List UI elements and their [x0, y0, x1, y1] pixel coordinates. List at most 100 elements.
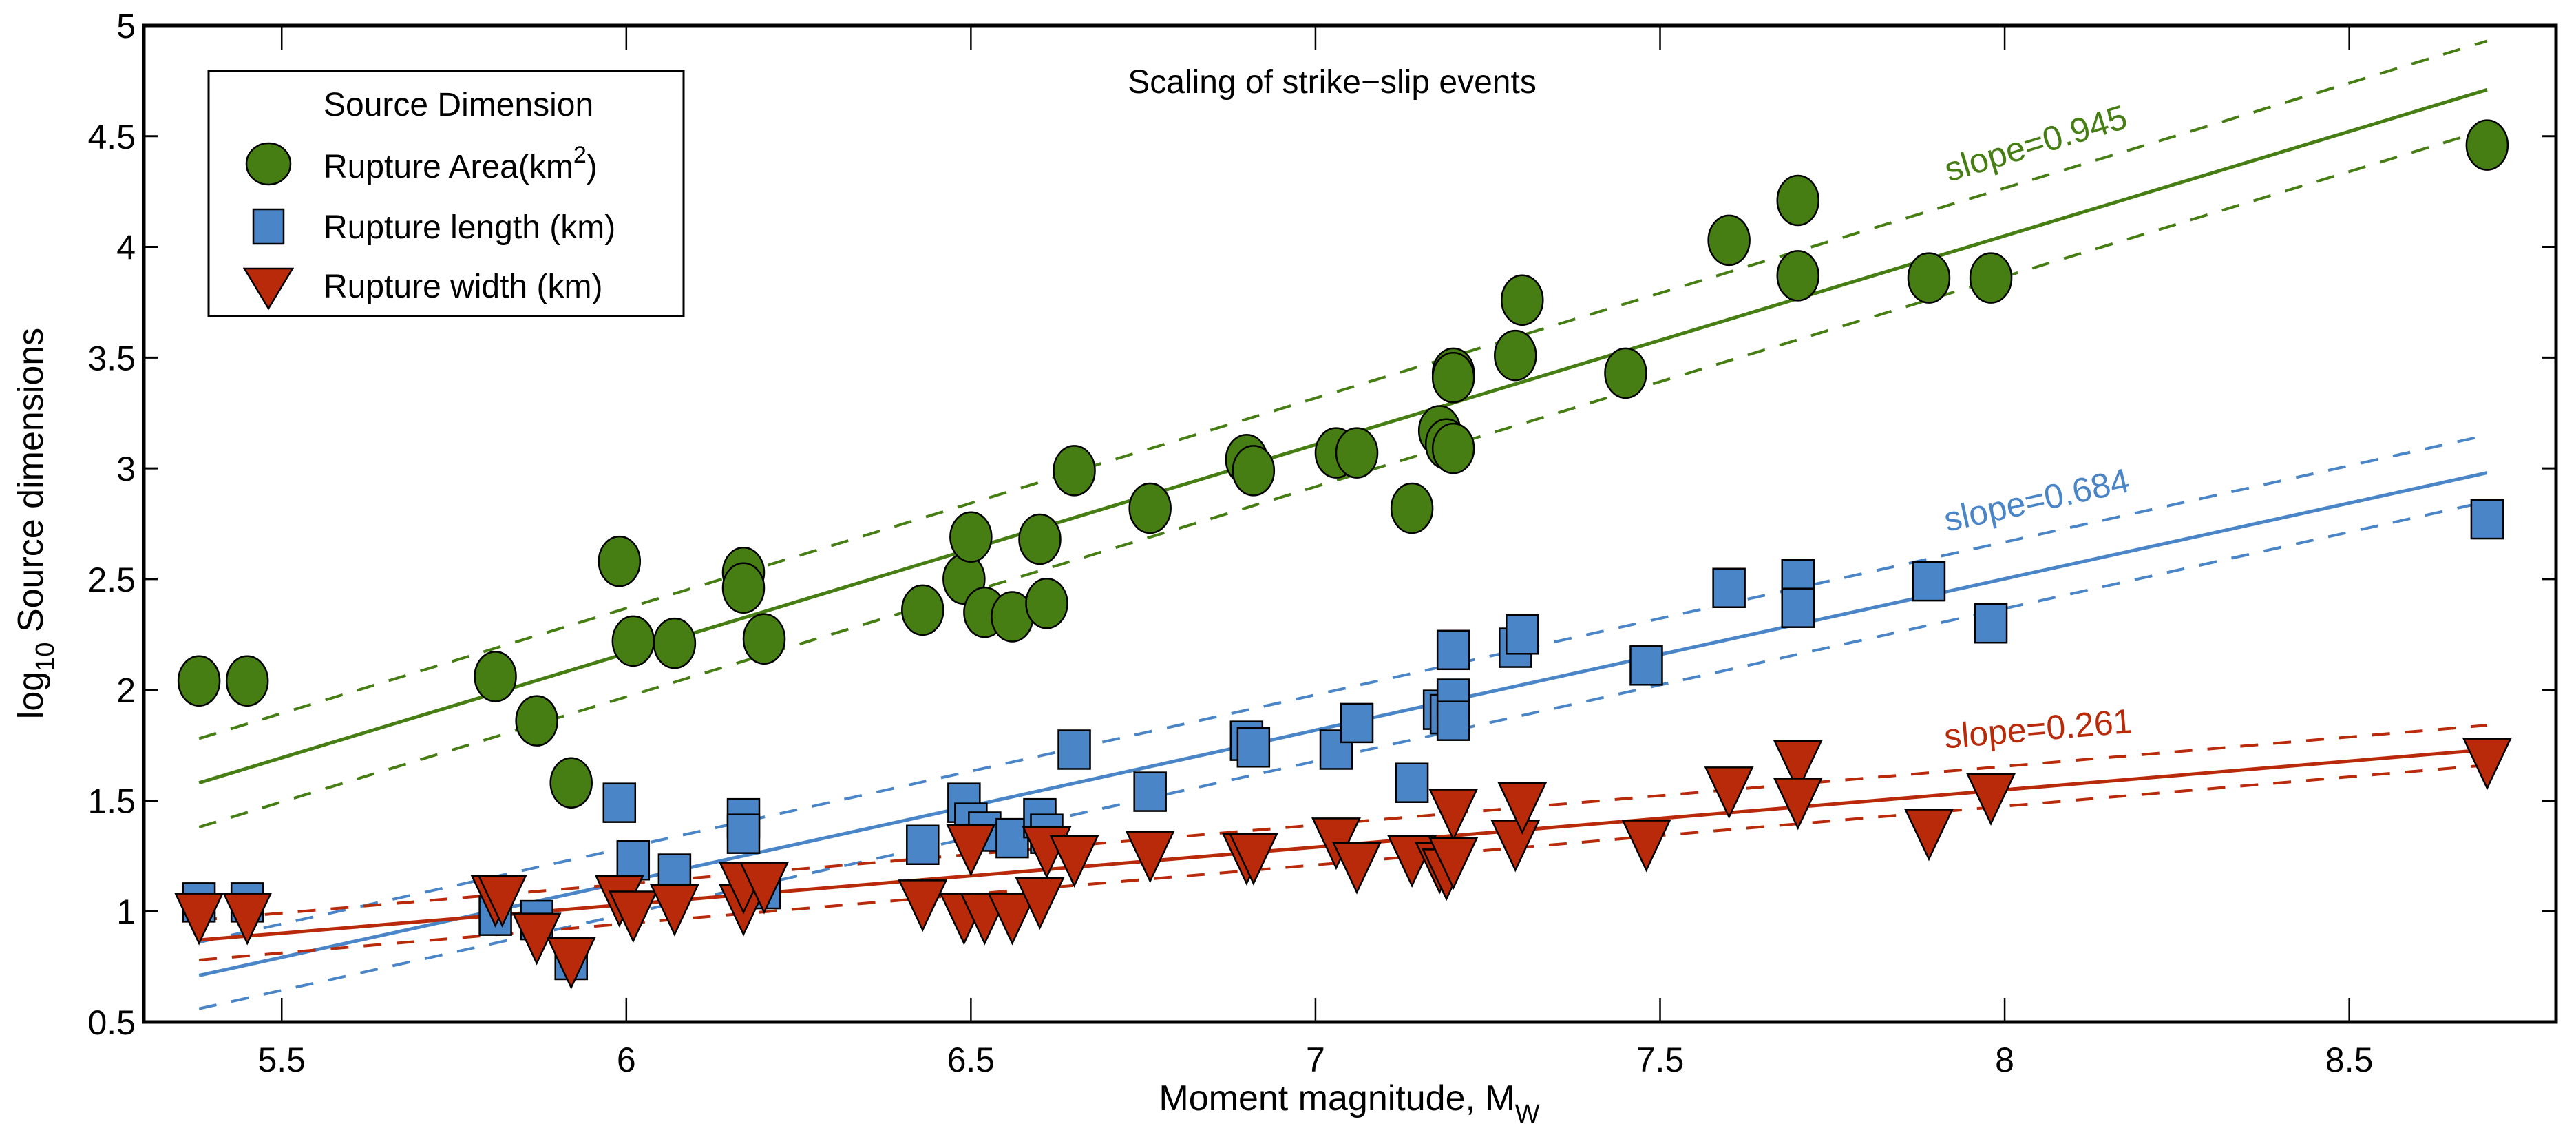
- length-point: [1057, 729, 1091, 770]
- legend-label-area-suffix: ): [587, 149, 598, 185]
- length-point: [1133, 771, 1167, 812]
- plot-frame: [142, 23, 2558, 1024]
- area-point: [1431, 352, 1475, 404]
- x-tick-label: 6: [617, 1041, 636, 1079]
- axis-ticks: 5.5 6 6.5 7 7.5 8 8.5 0.5 1 1.5 2 2.5 3 3.5 4 4.5 5: [87, 7, 2556, 1079]
- length-point: [995, 817, 1029, 859]
- width-point: [987, 893, 1037, 946]
- area-point: [1776, 174, 1819, 227]
- x-tick-label: 8.5: [2325, 1041, 2374, 1079]
- area-point: [474, 651, 517, 702]
- y-tick-label: 5: [116, 7, 136, 45]
- y-tick-label: 3: [116, 450, 136, 488]
- area-point: [177, 655, 221, 707]
- width-point: [1125, 831, 1175, 884]
- y-axis-title: log10 Source dimensions: [11, 328, 60, 719]
- y-tick-label: 1: [116, 893, 136, 931]
- legend-title: Source Dimension: [324, 87, 593, 123]
- y-tick-label: 4.5: [87, 118, 136, 156]
- area-point: [1232, 445, 1276, 497]
- x-tick-label: 8: [1995, 1041, 2014, 1079]
- area-point: [515, 695, 558, 747]
- area-point: [949, 511, 993, 563]
- area-point: [1128, 482, 1172, 534]
- y-tick-label: 3.5: [87, 339, 136, 377]
- y-tick-label: 4: [116, 229, 136, 267]
- x-axis-title-main: Moment magnitude, M: [1159, 1078, 1514, 1118]
- width-point: [1773, 778, 1823, 831]
- length-point: [602, 782, 637, 823]
- area-point: [1707, 214, 1751, 267]
- area-point: [1604, 347, 1647, 399]
- legend-label-area: Rupture Area(km2): [324, 142, 598, 185]
- y-tick-label: 0.5: [87, 1003, 136, 1042]
- area-point: [1907, 252, 1951, 304]
- width-point: [1773, 740, 1823, 793]
- area-point: [1390, 482, 1434, 534]
- area-point: [1776, 250, 1819, 302]
- legend: Source Dimension Rupture Area(km2) Ruptu…: [207, 70, 685, 317]
- fit-lines: [198, 39, 2488, 1010]
- x-tick-label: 6.5: [947, 1041, 995, 1079]
- width-point: [649, 884, 699, 937]
- length-point: [1236, 727, 1271, 768]
- width-point: [1228, 833, 1278, 886]
- slope-labels: slope=0.945 slope=0.684 slope=0.261: [1940, 98, 2133, 756]
- legend-label-length: Rupture length (km): [324, 209, 615, 246]
- area-point: [1335, 427, 1379, 479]
- width-point: [608, 890, 658, 943]
- width-point: [1428, 837, 1479, 890]
- length-point: [726, 813, 761, 854]
- length-point: [1436, 629, 1470, 671]
- length-point: [906, 824, 940, 866]
- width-point: [1428, 789, 1479, 842]
- area-point: [901, 584, 944, 636]
- length-point: [1712, 567, 1746, 609]
- y-tick-label: 1.5: [87, 782, 136, 820]
- length-point: [616, 840, 651, 881]
- area-point: [1494, 329, 1537, 382]
- width-point: [739, 862, 790, 915]
- x-axis-title-subscript: W: [1515, 1100, 1540, 1129]
- area-point: [1053, 445, 1096, 497]
- x-tick-label: 5.5: [257, 1041, 306, 1079]
- area-point: [1431, 422, 1475, 474]
- length-point: [1340, 702, 1374, 744]
- legend-label-area-sup: 2: [573, 142, 587, 168]
- length-point: [2470, 499, 2504, 540]
- x-tick-label: 7: [1306, 1041, 1325, 1079]
- length-point: [1506, 614, 1539, 655]
- legend-circle-marker: [245, 142, 292, 186]
- width-point: [1497, 782, 1548, 835]
- chart-title: Scaling of strike−slip events: [1128, 64, 1537, 101]
- width-point: [174, 893, 224, 946]
- width-point: [1490, 820, 1541, 873]
- length-point: [1436, 700, 1470, 741]
- width-point: [1704, 766, 1754, 820]
- fit-lower-bound: [198, 128, 2488, 828]
- area-point: [1501, 274, 1544, 326]
- slope-label: slope=0.684: [1941, 461, 2133, 539]
- legend-label-area-text: Rupture Area(km: [324, 149, 573, 185]
- x-tick-label: 7.5: [1636, 1041, 1685, 1079]
- width-point: [1966, 773, 2016, 826]
- y-tick-label: 2: [116, 671, 136, 710]
- width-point: [546, 937, 596, 990]
- legend-label-width: Rupture width (km): [324, 269, 602, 305]
- area-point: [549, 757, 593, 809]
- length-point: [1781, 587, 1815, 628]
- data-points: [174, 119, 2512, 990]
- fit-upper-bound: [198, 433, 2488, 944]
- y-axis-title-suffix: Source dimensions: [11, 328, 51, 643]
- length-point: [1395, 762, 1429, 803]
- area-point: [611, 615, 655, 667]
- area-point: [721, 562, 766, 614]
- width-point: [222, 893, 273, 946]
- slope-label: slope=0.945: [1940, 98, 2131, 189]
- area-point: [653, 617, 697, 669]
- area-point: [225, 655, 269, 707]
- area-point: [1969, 252, 2013, 304]
- slope-label: slope=0.261: [1943, 702, 2134, 756]
- width-point: [2462, 738, 2512, 791]
